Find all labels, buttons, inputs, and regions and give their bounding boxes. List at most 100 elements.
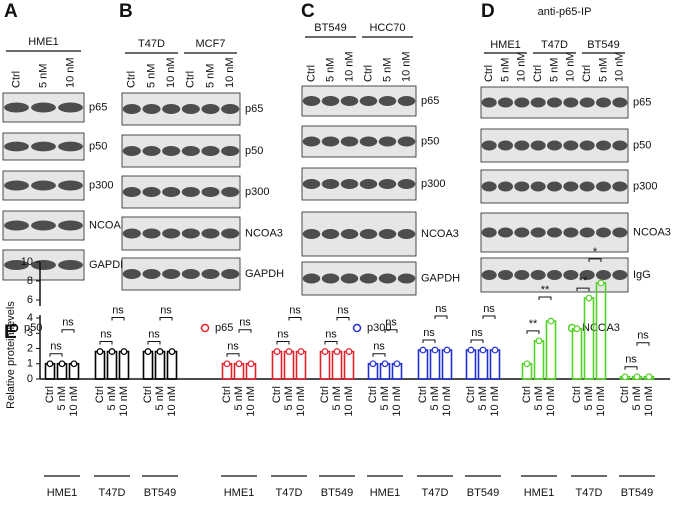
blot-band (4, 141, 29, 152)
significance-label: ns (160, 304, 172, 316)
lane-label: 5 nM (499, 58, 511, 82)
lane-label: 10 nM (516, 51, 528, 82)
lane-label: 10 nM (64, 57, 76, 88)
data-point (431, 346, 439, 354)
data-point (535, 337, 543, 345)
x-tick-label: Ctrl (319, 386, 331, 403)
data-point (297, 348, 305, 355)
significance-bracket (636, 342, 650, 346)
blot (121, 175, 241, 209)
blot-band (58, 220, 83, 231)
protein-label: IgG (633, 269, 651, 281)
lane-label: Ctrl (532, 65, 544, 82)
protein-label: p65 (245, 103, 263, 115)
data-point (345, 348, 353, 355)
x-tick-label: 5 nM (583, 386, 595, 410)
blot-band (514, 181, 530, 192)
lane-label: 5 nM (381, 58, 393, 82)
blot-band (4, 180, 29, 191)
data-point (419, 346, 427, 354)
blot-band (595, 181, 612, 192)
significance-label: ns (50, 341, 62, 353)
blot-band (579, 181, 595, 192)
y-tick-label: 1 (27, 358, 33, 370)
y-tick-label: 10 (21, 256, 33, 268)
lane-label: 10 nM (565, 51, 577, 82)
x-tick-label: Ctrl (271, 386, 283, 403)
data-point (285, 348, 293, 355)
x-tick-label: Ctrl (44, 386, 56, 403)
blot-band (122, 228, 141, 239)
significance-label: ** (579, 275, 588, 287)
data-point (467, 346, 475, 354)
blot-band (31, 220, 56, 231)
legend-marker (352, 323, 362, 333)
blot-band (142, 104, 161, 114)
x-tick-label: 10 nM (245, 386, 257, 417)
significance-bracket (482, 315, 496, 320)
group-label: HME1 (370, 487, 401, 499)
protein-label: p300 (89, 179, 113, 191)
bar (319, 350, 331, 380)
blot-band (302, 273, 321, 284)
x-tick-label: 5 nM (331, 386, 343, 410)
blot-band (397, 96, 416, 106)
bar (545, 320, 557, 380)
data-point (621, 373, 629, 381)
significance-label: ns (112, 304, 124, 316)
x-tick-label: 10 nM (489, 386, 501, 417)
significance-bracket (538, 296, 552, 301)
blot-band (321, 136, 340, 147)
blot-band (31, 141, 56, 152)
blot-band (359, 273, 378, 284)
bar (571, 327, 583, 380)
protein-label: p50 (633, 139, 651, 151)
cell-line-header: MCF7 (196, 38, 226, 50)
significance-label: ns (423, 327, 435, 339)
data-point (573, 325, 581, 333)
blot-band (181, 228, 200, 239)
y-tick-label: 0 (27, 373, 33, 385)
x-tick-label: 5 nM (429, 386, 441, 410)
significance-bracket (336, 317, 350, 321)
protein-label: NCOA3 (421, 228, 459, 240)
bar (583, 297, 595, 380)
data-point (321, 348, 329, 355)
blot-band (546, 140, 563, 151)
blot-band (530, 97, 546, 108)
bar (142, 350, 154, 380)
blot-band (397, 273, 416, 284)
x-tick-label: 10 nM (118, 386, 130, 417)
blot-band (481, 181, 497, 192)
data-point (597, 279, 605, 287)
bar (331, 350, 343, 380)
x-tick-label: 10 nM (545, 386, 557, 417)
bar (271, 350, 283, 380)
significance-bracket (624, 366, 638, 370)
blot-band (546, 181, 563, 192)
blot-band (221, 228, 240, 239)
data-point (58, 360, 66, 368)
blot-band (58, 180, 83, 191)
y-tick-label: 4 (27, 312, 33, 324)
blot-band (514, 140, 530, 151)
blot-band (579, 140, 595, 151)
significance-label: * (593, 246, 598, 258)
significance-bracket (276, 341, 290, 345)
lane-label: Ctrl (362, 65, 374, 82)
group-label: T47D (276, 487, 303, 499)
blot-band (397, 229, 416, 239)
blot (301, 167, 417, 201)
protein-label: p300 (633, 180, 657, 192)
blot-band (378, 179, 397, 189)
blot-band (181, 269, 200, 279)
data-point (333, 348, 341, 355)
blot-band (221, 146, 240, 156)
x-tick-label: 10 nM (391, 386, 403, 417)
legend-marker (200, 323, 210, 333)
significance-bracket (238, 329, 252, 333)
lane-label: Ctrl (305, 65, 317, 82)
blot-band (514, 97, 530, 108)
group-label: HME1 (47, 487, 78, 499)
significance-label: ns (325, 328, 337, 340)
